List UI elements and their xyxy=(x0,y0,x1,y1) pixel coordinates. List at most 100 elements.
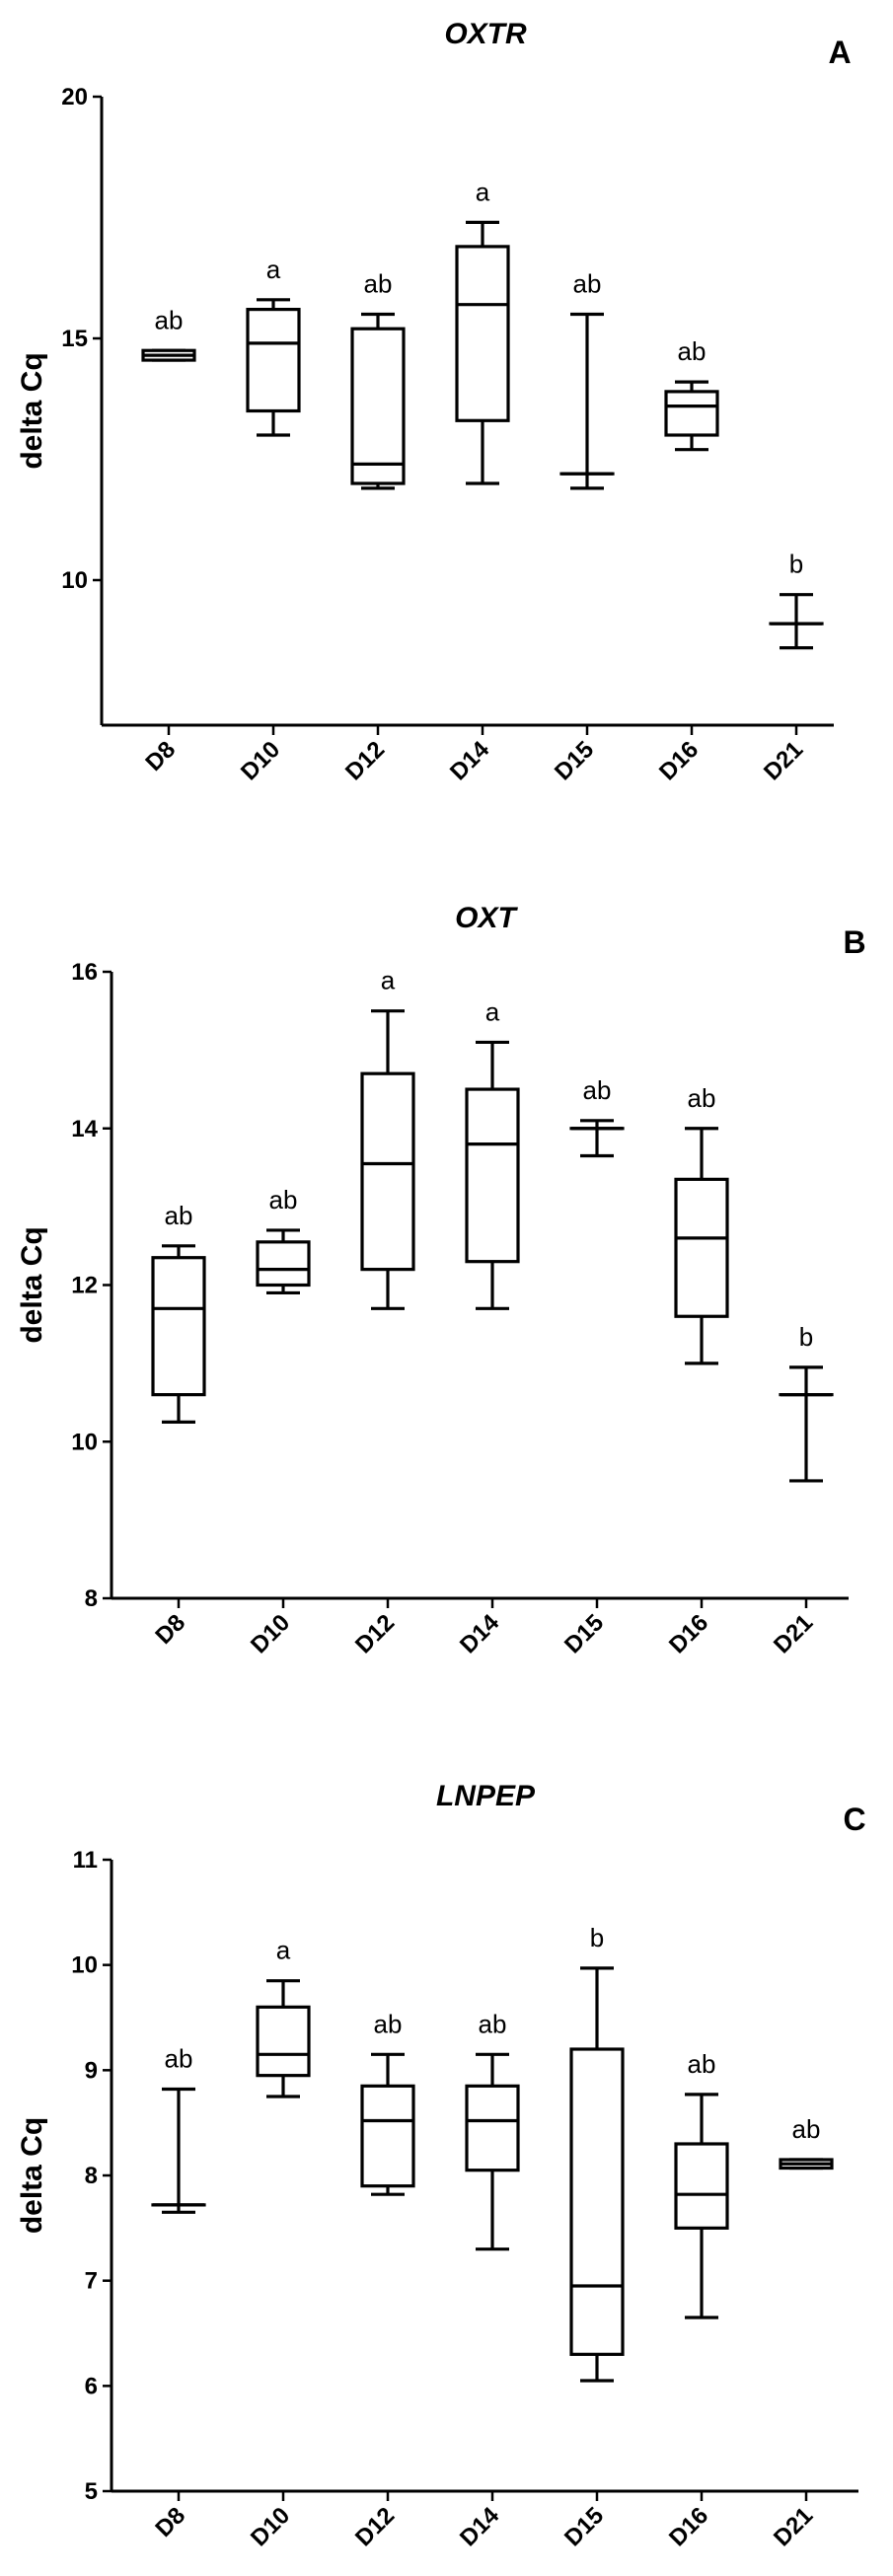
box-group-d21 xyxy=(779,1365,834,1483)
significance-label: ab xyxy=(479,2009,507,2038)
significance-label: a xyxy=(276,1936,291,1965)
significance-label: ab xyxy=(678,336,707,366)
box-iqr xyxy=(151,1256,206,1397)
significance-label: ab xyxy=(155,305,184,334)
box-group-d12 xyxy=(360,2052,415,2196)
box-group-d21 xyxy=(779,2158,834,2171)
x-tick-label: D12 xyxy=(350,2502,400,2551)
box-group-d8 xyxy=(151,1244,206,1425)
box-group-d15 xyxy=(569,1966,625,2383)
box-iqr xyxy=(360,2084,415,2188)
significance-label: b xyxy=(789,550,803,579)
significance-label: ab xyxy=(374,2009,403,2038)
box-group-d10 xyxy=(246,298,301,437)
x-tick-label: D15 xyxy=(550,736,599,785)
box-group-d10 xyxy=(256,1228,311,1295)
chart-title: LNPEP xyxy=(436,1780,536,1812)
panel-letter: B xyxy=(843,924,865,960)
box-group-d12 xyxy=(350,312,406,490)
y-tick-label: 8 xyxy=(85,2163,98,2189)
x-tick-label: D8 xyxy=(150,2502,190,2542)
y-tick-label: 10 xyxy=(71,1429,98,1455)
significance-label: ab xyxy=(165,1201,193,1230)
significance-label: ab xyxy=(792,2114,821,2144)
box-iqr xyxy=(465,1087,520,1264)
x-tick-label: D16 xyxy=(664,1609,713,1658)
significance-label: a xyxy=(381,966,396,995)
box-iqr xyxy=(674,2142,729,2230)
box-iqr xyxy=(465,2084,520,2172)
box-group-d8 xyxy=(151,2087,206,2214)
x-tick-label: D8 xyxy=(150,1609,190,1650)
significance-label: ab xyxy=(573,269,602,299)
x-tick-label: D14 xyxy=(455,2502,505,2552)
significance-label: b xyxy=(590,1923,604,1952)
y-tick-label: 8 xyxy=(85,1585,98,1612)
box-group-d15 xyxy=(569,1119,625,1158)
box-group-d14 xyxy=(465,2052,520,2251)
y-axis-label: delta Cq xyxy=(16,352,48,469)
x-tick-label: D21 xyxy=(759,736,808,785)
box-iqr xyxy=(455,245,510,422)
x-tick-label: D10 xyxy=(236,736,285,785)
y-tick-label: 5 xyxy=(85,2478,98,2505)
significance-label: ab xyxy=(688,2049,716,2079)
significance-label: b xyxy=(799,1322,813,1352)
x-tick-label: D15 xyxy=(559,2502,609,2551)
significance-label: ab xyxy=(165,2044,193,2074)
panel-letter: C xyxy=(843,1802,865,1837)
x-tick-label: D10 xyxy=(246,2502,295,2551)
x-tick-label: D12 xyxy=(340,736,390,785)
y-tick-label: 6 xyxy=(85,2373,98,2399)
significance-label: a xyxy=(476,177,490,206)
box-group-d8 xyxy=(141,348,196,362)
chart-title: OXT xyxy=(455,902,518,934)
box-iqr xyxy=(664,390,719,437)
y-tick-label: 20 xyxy=(61,84,88,110)
y-tick-label: 16 xyxy=(71,959,98,986)
y-tick-label: 10 xyxy=(61,567,88,594)
box-iqr xyxy=(674,1177,729,1318)
x-tick-label: D15 xyxy=(559,1609,609,1658)
x-tick-label: D12 xyxy=(350,1609,400,1658)
y-tick-label: 10 xyxy=(71,1952,98,1979)
x-tick-label: D16 xyxy=(654,736,704,785)
box-iqr xyxy=(256,1240,311,1288)
significance-label: ab xyxy=(583,1075,612,1105)
box-group-d16 xyxy=(664,380,719,452)
box-iqr xyxy=(350,327,406,485)
box-group-d12 xyxy=(360,1009,415,1310)
y-tick-label: 14 xyxy=(71,1116,98,1142)
x-tick-label: D14 xyxy=(455,1609,505,1659)
y-tick-label: 15 xyxy=(61,326,88,352)
x-tick-label: D8 xyxy=(140,736,181,776)
box-group-d16 xyxy=(674,1127,729,1365)
box-group-d21 xyxy=(769,593,824,650)
y-tick-label: 12 xyxy=(71,1273,98,1299)
y-tick-label: 9 xyxy=(85,2057,98,2084)
box-iqr xyxy=(569,2047,625,2356)
chart-title: OXTR xyxy=(444,18,527,50)
box-group-d14 xyxy=(465,1040,520,1310)
x-tick-label: D21 xyxy=(769,1609,818,1658)
x-tick-label: D10 xyxy=(246,1609,295,1658)
significance-label: a xyxy=(266,255,281,284)
y-axis-label: delta Cq xyxy=(16,1226,48,1343)
significance-label: ab xyxy=(364,269,393,299)
box-group-d15 xyxy=(559,312,615,490)
box-group-d10 xyxy=(256,1979,311,2098)
box-group-d16 xyxy=(674,2093,729,2319)
box-group-d14 xyxy=(455,220,510,485)
box-iqr xyxy=(246,308,301,413)
x-tick-label: D14 xyxy=(445,736,495,786)
y-tick-label: 7 xyxy=(85,2268,98,2295)
box-iqr xyxy=(256,2005,311,2078)
significance-label: ab xyxy=(688,1083,716,1113)
significance-label: a xyxy=(485,996,500,1026)
x-tick-label: D16 xyxy=(664,2502,713,2551)
significance-label: ab xyxy=(269,1185,298,1214)
y-tick-label: 11 xyxy=(73,1847,98,1874)
